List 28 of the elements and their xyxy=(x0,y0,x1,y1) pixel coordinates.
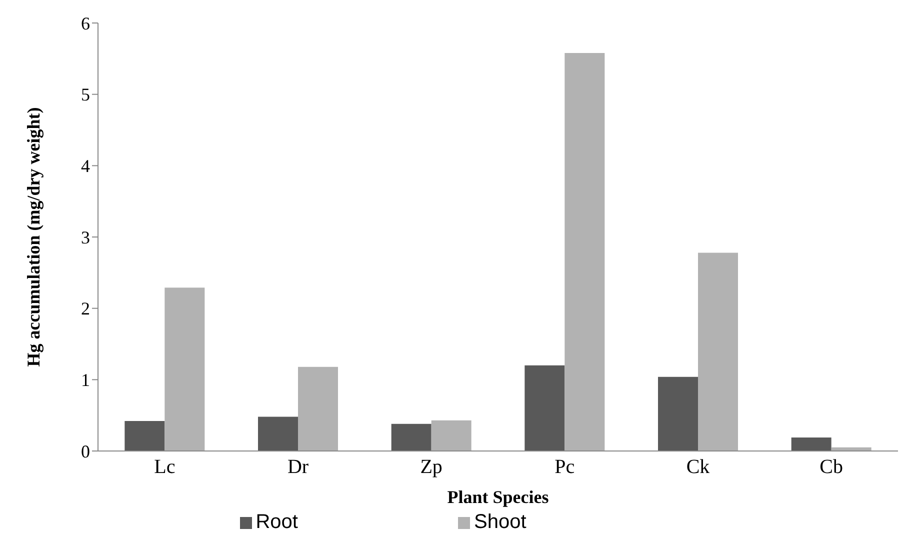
x-tick-label: Dr xyxy=(287,456,309,478)
x-tick-label: Ck xyxy=(686,456,710,478)
bar xyxy=(524,365,565,451)
y-tick-label: 6 xyxy=(81,13,90,34)
bar xyxy=(698,252,738,451)
y-tick-label: 2 xyxy=(81,298,90,319)
x-tick-label: Cb xyxy=(820,456,844,478)
legend-label: Shoot xyxy=(474,511,526,533)
y-tick-label: 5 xyxy=(81,84,90,105)
y-axis-title: Hg accumulation (mg/dry weight) xyxy=(23,107,44,367)
bar xyxy=(658,376,698,451)
bar xyxy=(124,421,165,451)
bar xyxy=(298,366,338,451)
legend-label: Root xyxy=(256,511,298,533)
bar xyxy=(164,288,205,451)
y-tick-label: 4 xyxy=(81,156,90,176)
bar xyxy=(391,424,432,451)
y-tick-label: 3 xyxy=(81,227,90,248)
x-axis-title: Plant Species xyxy=(447,487,549,507)
x-tick-label: Pc xyxy=(554,456,575,478)
bar xyxy=(791,437,832,451)
bar xyxy=(258,416,298,451)
y-tick-label: 0 xyxy=(81,441,90,462)
x-tick-label: Zp xyxy=(420,456,442,478)
y-tick-label: 1 xyxy=(81,370,90,390)
bar xyxy=(564,52,605,451)
bar xyxy=(431,420,472,451)
x-tick-label: Lc xyxy=(154,456,176,478)
